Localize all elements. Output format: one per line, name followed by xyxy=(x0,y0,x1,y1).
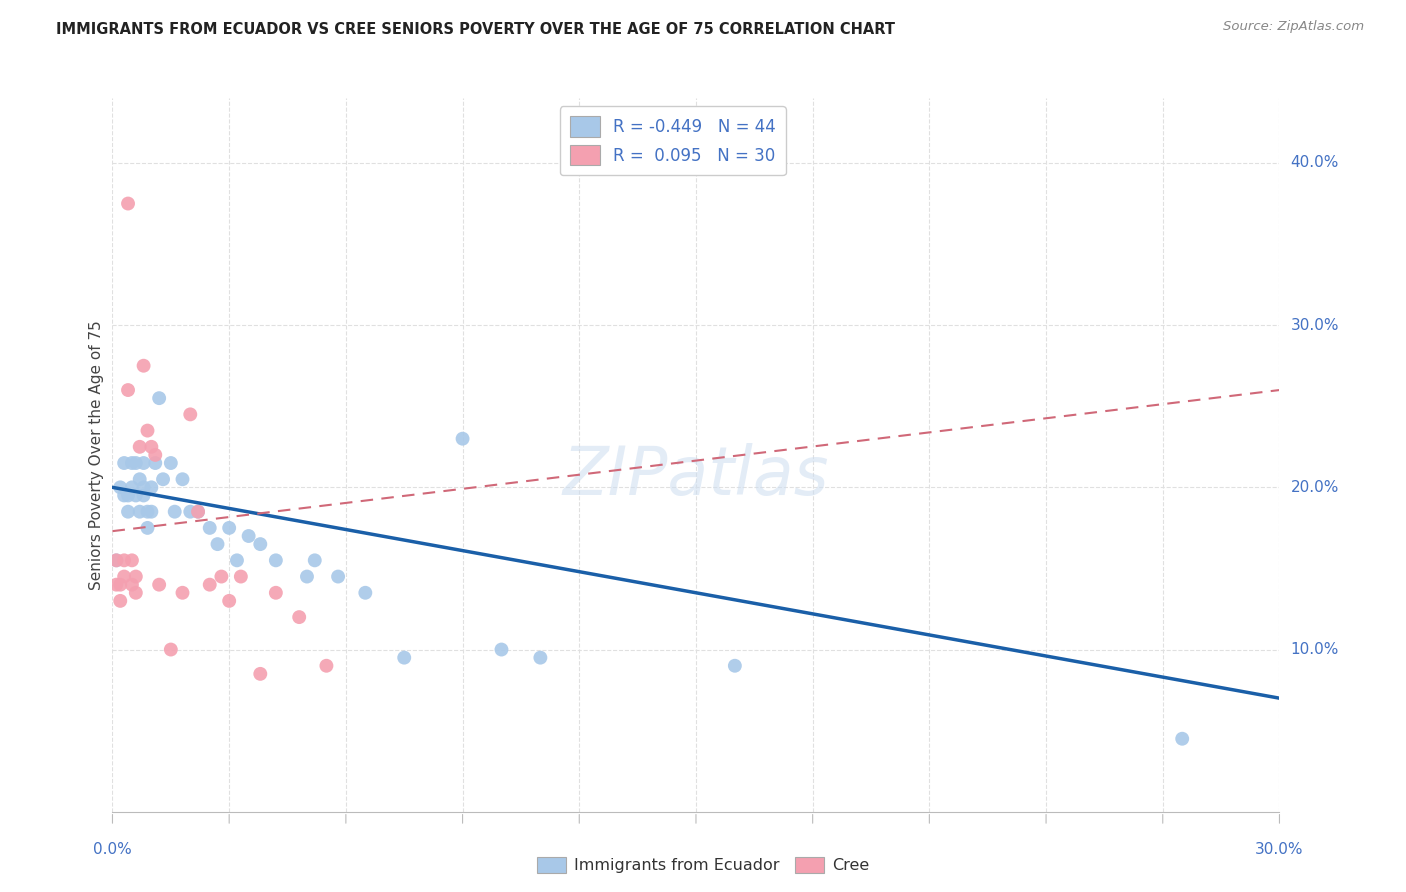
Point xyxy=(117,488,139,502)
Point xyxy=(132,359,155,373)
Point xyxy=(105,553,128,567)
Point xyxy=(226,553,249,567)
Point xyxy=(218,594,240,608)
Point xyxy=(172,472,194,486)
Legend: R = -0.449   N = 44, R =  0.095   N = 30: R = -0.449 N = 44, R = 0.095 N = 30 xyxy=(560,106,786,176)
Point xyxy=(229,569,252,583)
Point xyxy=(110,577,132,591)
Point xyxy=(315,658,337,673)
Point xyxy=(143,448,166,462)
Point xyxy=(529,650,551,665)
Point xyxy=(117,196,139,211)
Point xyxy=(136,505,159,519)
Point xyxy=(172,586,194,600)
Point xyxy=(136,424,159,438)
Point xyxy=(110,480,132,494)
Point xyxy=(179,505,201,519)
Point xyxy=(249,666,271,681)
Point xyxy=(160,642,183,657)
Point xyxy=(209,569,232,583)
Text: 30.0%: 30.0% xyxy=(1291,318,1339,333)
Point xyxy=(288,610,311,624)
Point xyxy=(105,577,128,591)
Point xyxy=(326,569,349,583)
Point xyxy=(132,488,155,502)
Point xyxy=(121,456,143,470)
Point xyxy=(187,505,209,519)
Point xyxy=(132,456,155,470)
Point xyxy=(128,505,150,519)
Point xyxy=(264,586,287,600)
Point xyxy=(112,553,135,567)
Point xyxy=(218,521,240,535)
Point xyxy=(354,586,377,600)
Point xyxy=(198,521,221,535)
Point xyxy=(132,480,155,494)
Point xyxy=(160,456,183,470)
Point xyxy=(125,488,148,502)
Point xyxy=(117,383,139,397)
Point xyxy=(152,472,174,486)
Text: 0.0%: 0.0% xyxy=(93,842,132,857)
Point xyxy=(148,391,170,405)
Point xyxy=(163,505,186,519)
Point xyxy=(451,432,474,446)
Text: 20.0%: 20.0% xyxy=(1291,480,1339,495)
Point xyxy=(125,569,148,583)
Point xyxy=(249,537,271,551)
Point xyxy=(112,569,135,583)
Point xyxy=(264,553,287,567)
Point xyxy=(121,480,143,494)
Point xyxy=(136,521,159,535)
Point xyxy=(112,456,135,470)
Point xyxy=(179,408,201,422)
Point xyxy=(148,577,170,591)
Point xyxy=(121,577,143,591)
Point xyxy=(141,505,163,519)
Point xyxy=(238,529,260,543)
Point xyxy=(198,577,221,591)
Text: ZIPatlas: ZIPatlas xyxy=(562,443,830,509)
Legend: Immigrants from Ecuador, Cree: Immigrants from Ecuador, Cree xyxy=(530,850,876,880)
Point xyxy=(295,569,318,583)
Point xyxy=(125,586,148,600)
Point xyxy=(117,505,139,519)
Text: IMMIGRANTS FROM ECUADOR VS CREE SENIORS POVERTY OVER THE AGE OF 75 CORRELATION C: IMMIGRANTS FROM ECUADOR VS CREE SENIORS … xyxy=(56,22,896,37)
Text: 30.0%: 30.0% xyxy=(1256,842,1303,857)
Point xyxy=(143,456,166,470)
Point xyxy=(141,480,163,494)
Text: Source: ZipAtlas.com: Source: ZipAtlas.com xyxy=(1223,20,1364,33)
Point xyxy=(105,553,128,567)
Point xyxy=(121,553,143,567)
Point xyxy=(110,594,132,608)
Point xyxy=(112,488,135,502)
Point xyxy=(491,642,513,657)
Text: 40.0%: 40.0% xyxy=(1291,155,1339,170)
Point xyxy=(392,650,416,665)
Point xyxy=(207,537,229,551)
Point xyxy=(1171,731,1194,746)
Point xyxy=(187,505,209,519)
Point xyxy=(128,472,150,486)
Point xyxy=(141,440,163,454)
Y-axis label: Seniors Poverty Over the Age of 75: Seniors Poverty Over the Age of 75 xyxy=(89,320,104,590)
Point xyxy=(125,456,148,470)
Text: 10.0%: 10.0% xyxy=(1291,642,1339,657)
Point xyxy=(128,440,150,454)
Point xyxy=(304,553,326,567)
Point xyxy=(724,658,747,673)
